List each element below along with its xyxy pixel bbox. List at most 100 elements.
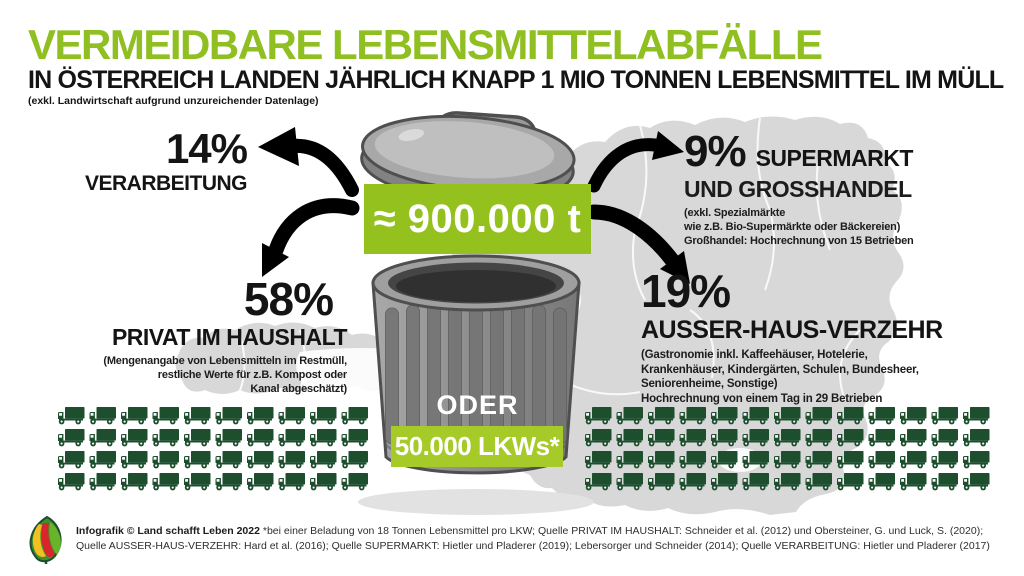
trash-can-body <box>371 254 581 475</box>
truck-icon <box>152 451 179 469</box>
truck-icon <box>837 429 864 447</box>
truck-icon <box>931 473 958 491</box>
truck-icon <box>310 407 337 425</box>
truck-icon <box>215 451 242 469</box>
truck-icon <box>215 429 242 447</box>
page-title: VERMEIDBARE LEBENSMITTELABFÄLLE <box>28 21 823 68</box>
truck-icon <box>711 407 738 425</box>
haushalt-percent: 58% <box>243 273 334 325</box>
total-amount-value: ≈ 900.000 t <box>373 196 582 241</box>
truck-icon <box>310 451 337 469</box>
truck-icon <box>711 473 738 491</box>
truck-icon <box>679 473 706 491</box>
truck-icon <box>215 407 242 425</box>
truck-icon <box>616 429 643 447</box>
truck-icon <box>121 429 148 447</box>
truck-icon <box>184 407 211 425</box>
truck-icon <box>900 473 927 491</box>
truck-icon <box>931 429 958 447</box>
truck-icon <box>805 407 832 425</box>
truck-icon <box>616 451 643 469</box>
truck-icon <box>89 407 116 425</box>
truck-icon <box>711 451 738 469</box>
supermarkt-detail-line: (exkl. Spezialmärkte <box>684 207 786 219</box>
truck-icon <box>58 451 85 469</box>
truck-icon <box>868 429 895 447</box>
footer-sources-line1: *bei einer Beladung von 18 Tonnen Lebens… <box>262 525 984 537</box>
page-subtitle: IN ÖSTERREICH LANDEN JÄHRLICH KNAPP 1 MI… <box>28 66 1004 94</box>
truck-icon <box>868 451 895 469</box>
truck-icon <box>152 473 179 491</box>
truck-icon <box>89 473 116 491</box>
truck-icon <box>616 473 643 491</box>
verarbeitung-label: VERARBEITUNG <box>84 172 248 195</box>
supermarkt-percent: 9% <box>684 127 747 176</box>
truck-icon <box>278 473 305 491</box>
truck-icon <box>58 429 85 447</box>
truck-icon <box>89 429 116 447</box>
truck-icon <box>711 429 738 447</box>
truck-icon <box>774 473 801 491</box>
truck-icon <box>837 473 864 491</box>
truck-icon <box>742 429 769 447</box>
truck-icon <box>679 429 706 447</box>
truck-icon <box>742 473 769 491</box>
truck-icon <box>931 407 958 425</box>
truck-icon <box>247 429 274 447</box>
haushalt-detail-line: Kanal abgeschätzt) <box>250 383 347 395</box>
truck-icon <box>774 429 801 447</box>
truck-icon <box>58 407 85 425</box>
stat-ausser-haus-verzehr: 19% AUSSER-HAUS-VERZEHR (Gastronomie ink… <box>641 268 943 406</box>
truck-icon <box>963 451 990 469</box>
truck-icon <box>648 451 675 469</box>
truck-icon <box>963 473 990 491</box>
truck-icon <box>963 407 990 425</box>
stat-verarbeitung: 14% VERARBEITUNG <box>84 125 248 195</box>
truck-icon <box>278 407 305 425</box>
truck-icon <box>868 473 895 491</box>
truck-icon <box>152 429 179 447</box>
haushalt-label: PRIVAT IM HAUSHALT <box>111 324 348 350</box>
ausserhaus-detail-line: (Gastronomie inkl. Kaffeehäuser, Hoteler… <box>641 349 868 361</box>
truck-icon <box>900 407 927 425</box>
truck-icon <box>278 429 305 447</box>
ausserhaus-detail-line: Seniorenheime, Sonstige) <box>641 378 778 390</box>
truck-icon <box>616 407 643 425</box>
truck-icon <box>679 407 706 425</box>
land-schafft-leben-logo-icon <box>29 516 62 564</box>
ausserhaus-percent: 19% <box>641 265 731 317</box>
truck-icon <box>805 473 832 491</box>
truck-icon <box>184 451 211 469</box>
footer-credit: Infografik © Land schafft Leben 2022 <box>76 525 260 537</box>
truck-icon <box>900 429 927 447</box>
truck-icon <box>247 407 274 425</box>
haushalt-detail-line: (Mengenangabe von Lebensmitteln im Restm… <box>103 355 347 367</box>
supermarkt-detail-line: wie z.B. Bio-Supermärkte oder Bäckereien… <box>684 221 901 233</box>
truck-icon <box>963 429 990 447</box>
truck-icon <box>310 473 337 491</box>
truck-icon <box>931 451 958 469</box>
truck-icon <box>648 473 675 491</box>
truck-icon <box>121 451 148 469</box>
truck-icon <box>247 473 274 491</box>
trucks-equivalent-value: 50.000 LKWs* <box>394 431 560 461</box>
truck-icon <box>742 407 769 425</box>
truck-icon <box>278 451 305 469</box>
supermarkt-label-line1: SUPERMARKT <box>755 145 914 171</box>
truck-icon <box>837 407 864 425</box>
truck-icon <box>184 429 211 447</box>
truck-icon <box>89 451 116 469</box>
verarbeitung-percent: 14% <box>165 125 248 172</box>
ausserhaus-label: AUSSER-HAUS-VERZEHR <box>641 316 943 344</box>
truck-icon <box>742 451 769 469</box>
truck-icon <box>805 429 832 447</box>
truck-grid-left <box>58 407 368 491</box>
truck-icon <box>152 407 179 425</box>
truck-grid-right <box>585 407 990 491</box>
total-amount-banner: ≈ 900.000 t <box>364 184 591 254</box>
truck-icon <box>774 451 801 469</box>
truck-icon <box>837 451 864 469</box>
trash-can-lid <box>360 111 576 204</box>
